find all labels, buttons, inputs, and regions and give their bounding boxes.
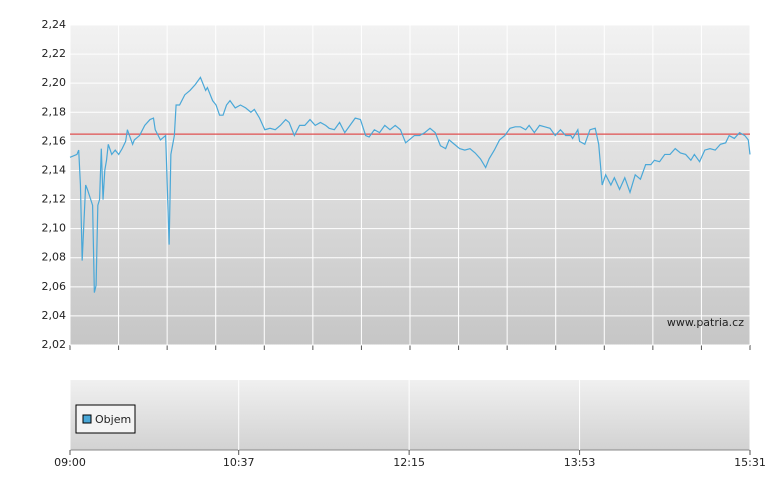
y-tick-label: 2,18 xyxy=(42,105,67,118)
y-tick-label: 2,14 xyxy=(42,163,67,176)
y-tick-label: 2,16 xyxy=(42,134,67,147)
y-tick-label: 2,20 xyxy=(42,76,67,89)
x-tick-label: 15:31 xyxy=(734,456,766,469)
x-tick-label: 10:37 xyxy=(223,456,255,469)
legend-label: Objem xyxy=(95,413,131,426)
y-tick-label: 2,02 xyxy=(42,338,67,351)
price-line xyxy=(69,76,751,293)
y-tick-label: 2,12 xyxy=(42,193,67,206)
chart-layer: 2,02 2,04 2,06 2,08 2,10 2,12 2,14 2,16 2,18 2,20… xyxy=(42,18,766,469)
y-tick-label: 2,06 xyxy=(42,280,67,293)
y-tick-label: 2,08 xyxy=(42,251,67,264)
volume-plot-area xyxy=(70,380,750,450)
legend-swatch xyxy=(82,414,92,424)
watermark: www.patria.cz xyxy=(667,316,744,329)
x-tick-label: 09:00 xyxy=(54,456,86,469)
y-tick-label: 2,24 xyxy=(42,18,67,31)
x-tick-label: 12:15 xyxy=(393,456,425,469)
y-tick-label: 2,04 xyxy=(42,309,67,322)
y-tick-label: 2,22 xyxy=(42,47,67,60)
x-tick-label: 13:53 xyxy=(564,456,596,469)
y-tick-label: 2,10 xyxy=(42,222,67,235)
